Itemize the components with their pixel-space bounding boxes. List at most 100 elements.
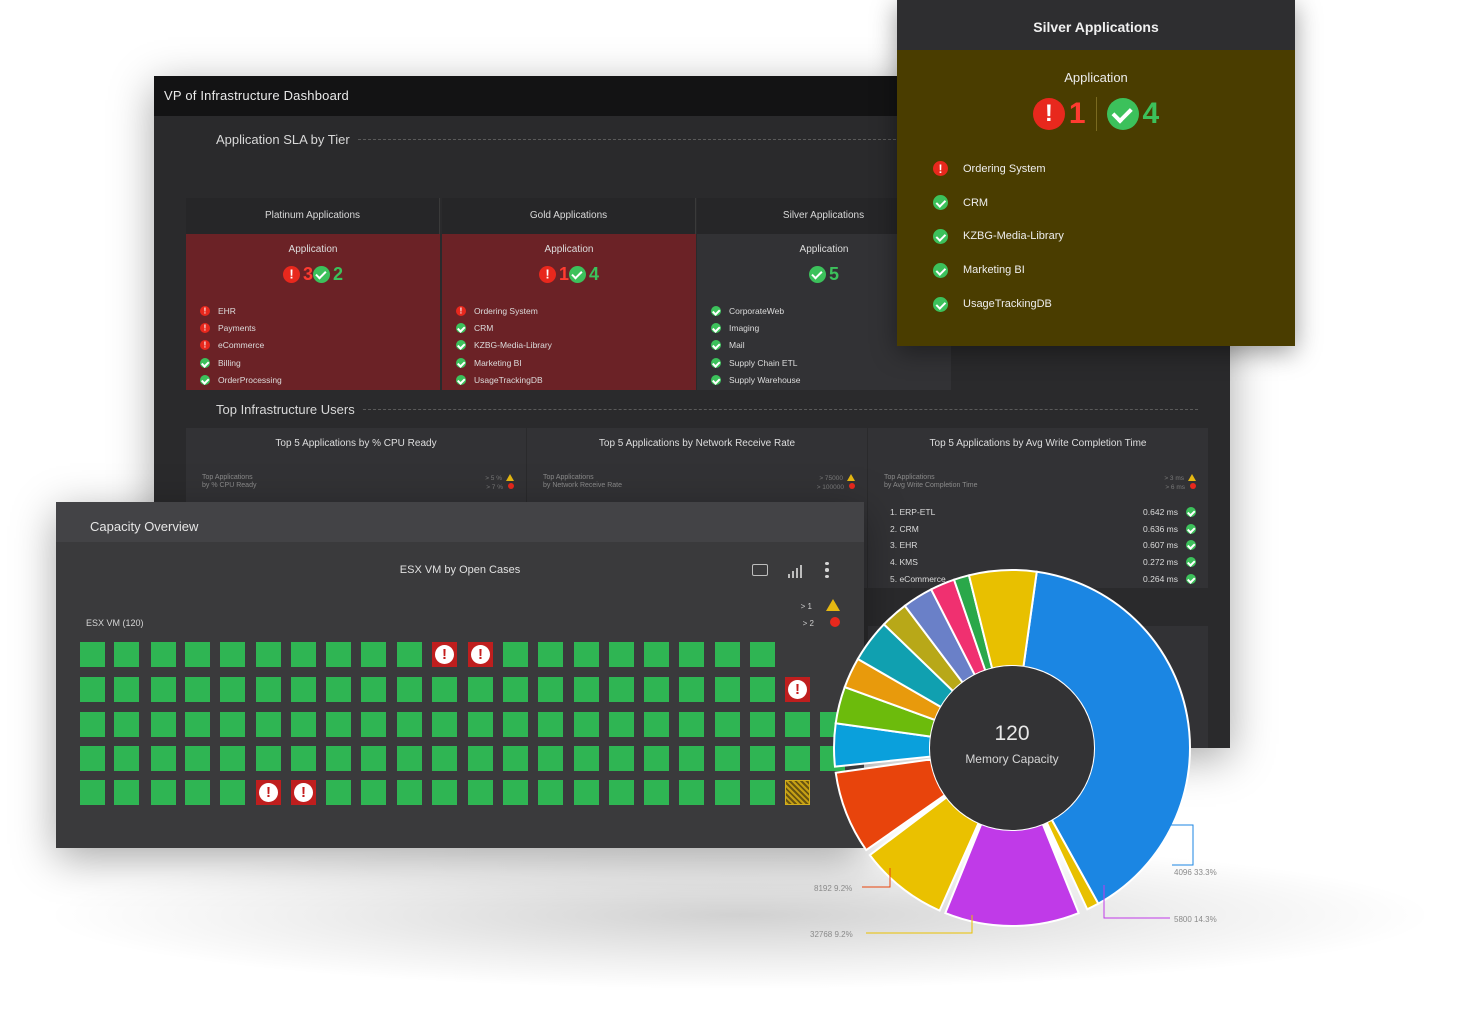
vm-cell-ok[interactable]	[538, 677, 563, 702]
tier-app-item[interactable]: KZBG-Media-Library	[456, 337, 552, 354]
vm-cell-ok[interactable]	[538, 780, 563, 805]
vm-cell-ok[interactable]	[503, 677, 528, 702]
vm-cell-ok[interactable]	[468, 746, 493, 771]
vm-cell-ok[interactable]	[114, 746, 139, 771]
vm-cell-ok[interactable]	[151, 677, 176, 702]
vm-cell-ok[interactable]	[80, 642, 105, 667]
popup-app-item[interactable]: Marketing BI	[933, 253, 1064, 287]
vm-cell-ok[interactable]	[185, 780, 210, 805]
vm-cell-ok[interactable]	[151, 746, 176, 771]
tier-app-item[interactable]: Imaging	[711, 319, 801, 336]
vm-cell-ok[interactable]	[114, 780, 139, 805]
vm-cell-ok[interactable]	[715, 780, 740, 805]
vm-cell-ok[interactable]	[609, 746, 634, 771]
vm-cell-ok[interactable]	[679, 712, 704, 737]
tier-app-item[interactable]: Supply Warehouse	[711, 371, 801, 388]
vm-cell-ok[interactable]	[291, 746, 316, 771]
vm-cell-ok[interactable]	[151, 780, 176, 805]
vm-cell-ok[interactable]	[185, 642, 210, 667]
vm-cell-ok[interactable]	[361, 746, 386, 771]
vm-cell-ok[interactable]	[114, 712, 139, 737]
vm-cell-ok[interactable]	[151, 712, 176, 737]
vm-cell-ok[interactable]	[715, 642, 740, 667]
vm-cell-ok[interactable]	[80, 746, 105, 771]
vm-cell-ok[interactable]	[468, 712, 493, 737]
vm-cell-ok[interactable]	[609, 642, 634, 667]
tier-app-item[interactable]: Supply Chain ETL	[711, 354, 801, 371]
vm-cell-ok[interactable]	[679, 746, 704, 771]
vm-cell-ok[interactable]	[503, 746, 528, 771]
vm-cell-ok[interactable]	[644, 712, 669, 737]
vm-cell-ok[interactable]	[114, 642, 139, 667]
vm-cell-ok[interactable]	[361, 642, 386, 667]
ranked-app-row[interactable]: 4. KMS 0.272 ms	[882, 554, 1196, 571]
vm-cell-ok[interactable]	[256, 712, 281, 737]
vm-cell-ok[interactable]	[291, 677, 316, 702]
vm-cell-ok[interactable]	[397, 712, 422, 737]
vm-cell-ok[interactable]	[256, 746, 281, 771]
vm-cell-ok[interactable]	[80, 712, 105, 737]
tier-card[interactable]: Gold Applications Application 14 Ordering S…	[442, 198, 696, 390]
tier-app-item[interactable]: eCommerce	[200, 337, 282, 354]
vm-cell-ok[interactable]	[750, 642, 775, 667]
vm-cell-ok[interactable]	[256, 677, 281, 702]
vm-cell-ok[interactable]	[644, 642, 669, 667]
vm-cell-error[interactable]	[468, 642, 493, 667]
tier-app-item[interactable]: Ordering System	[456, 302, 552, 319]
comment-icon[interactable]	[752, 562, 770, 578]
popup-app-item[interactable]: CRM	[933, 186, 1064, 220]
vm-cell-ok[interactable]	[397, 746, 422, 771]
vm-cell-ok[interactable]	[220, 746, 245, 771]
vm-cell-ok[interactable]	[503, 780, 528, 805]
vm-cell-warning[interactable]	[785, 780, 810, 805]
vm-cell-error[interactable]	[256, 780, 281, 805]
ranked-app-row[interactable]: 5. eCommerce 0.264 ms	[882, 570, 1196, 587]
vm-cell-ok[interactable]	[256, 642, 281, 667]
vm-cell-ok[interactable]	[538, 712, 563, 737]
ranked-app-row[interactable]: 3. EHR 0.607 ms	[882, 537, 1196, 554]
vm-cell-ok[interactable]	[538, 746, 563, 771]
vm-cell-ok[interactable]	[574, 780, 599, 805]
vm-cell-ok[interactable]	[114, 677, 139, 702]
vm-cell-ok[interactable]	[715, 677, 740, 702]
vm-cell-ok[interactable]	[432, 712, 457, 737]
vm-cell-ok[interactable]	[574, 746, 599, 771]
tier-app-item[interactable]: Marketing BI	[456, 354, 552, 371]
popup-app-item[interactable]: Ordering System	[933, 152, 1064, 186]
vm-cell-ok[interactable]	[397, 642, 422, 667]
vm-cell-ok[interactable]	[220, 677, 245, 702]
vm-cell-ok[interactable]	[361, 712, 386, 737]
vm-cell-ok[interactable]	[291, 642, 316, 667]
popup-app-item[interactable]: UsageTrackingDB	[933, 287, 1064, 321]
vm-cell-ok[interactable]	[220, 642, 245, 667]
vm-cell-ok[interactable]	[644, 677, 669, 702]
vm-cell-error[interactable]	[291, 780, 316, 805]
tier-app-item[interactable]: Mail	[711, 337, 801, 354]
vm-cell-ok[interactable]	[326, 642, 351, 667]
vm-cell-ok[interactable]	[397, 677, 422, 702]
vm-cell-ok[interactable]	[503, 712, 528, 737]
vm-cell-ok[interactable]	[679, 677, 704, 702]
vm-cell-ok[interactable]	[750, 746, 775, 771]
vm-cell-error[interactable]	[432, 642, 457, 667]
vm-cell-ok[interactable]	[750, 780, 775, 805]
vm-cell-ok[interactable]	[432, 746, 457, 771]
vm-cell-error[interactable]	[785, 677, 810, 702]
tier-app-item[interactable]: UsageTrackingDB	[456, 371, 552, 388]
vm-cell-ok[interactable]	[609, 780, 634, 805]
vm-cell-ok[interactable]	[644, 746, 669, 771]
vm-cell-ok[interactable]	[609, 677, 634, 702]
vm-cell-ok[interactable]	[679, 642, 704, 667]
vm-cell-ok[interactable]	[185, 712, 210, 737]
vm-cell-ok[interactable]	[80, 780, 105, 805]
vm-cell-ok[interactable]	[220, 712, 245, 737]
vm-cell-ok[interactable]	[432, 780, 457, 805]
vm-cell-ok[interactable]	[750, 677, 775, 702]
vm-cell-ok[interactable]	[574, 712, 599, 737]
vm-cell-ok[interactable]	[503, 642, 528, 667]
vm-cell-ok[interactable]	[468, 677, 493, 702]
vm-cell-ok[interactable]	[185, 746, 210, 771]
vm-cell-ok[interactable]	[326, 677, 351, 702]
vm-cell-ok[interactable]	[785, 712, 810, 737]
vm-cell-ok[interactable]	[326, 746, 351, 771]
